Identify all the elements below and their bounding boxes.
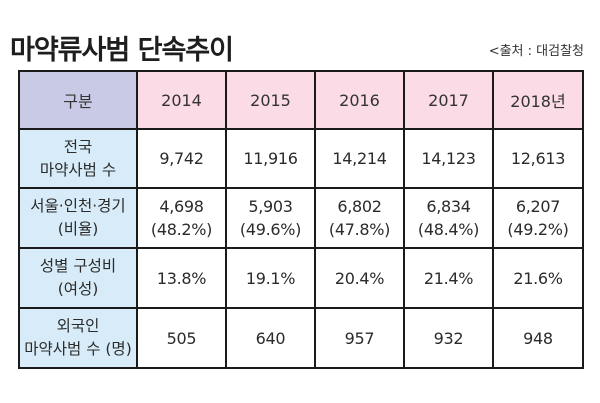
table-cell: 957 xyxy=(314,307,405,369)
cell-ratio: (47.8%) xyxy=(328,220,391,239)
cell-ratio: (49.6%) xyxy=(239,220,302,239)
row-label-line: 서울·인천·경기 xyxy=(30,197,126,215)
cell-value: 948 xyxy=(523,328,553,348)
header-cell-year: 2018년 xyxy=(492,70,584,130)
row-label-line: 마약사범 수 (명) xyxy=(24,340,132,358)
table-cell: 948 xyxy=(492,307,584,369)
row-label-line: (비율) xyxy=(57,220,99,238)
table-cell: 19.1% xyxy=(225,247,316,309)
table-cell: 21.4% xyxy=(403,247,494,309)
cell-value: 12,613 xyxy=(510,149,566,168)
cell-ratio: (48.4%) xyxy=(417,220,480,239)
table-cell: 6,834 (48.4%) xyxy=(403,187,494,249)
cell-value: 11,916 xyxy=(243,149,298,168)
cell-value: 957 xyxy=(344,328,375,348)
cell-value: 21.6% xyxy=(513,268,563,288)
table-cell: 20.4% xyxy=(314,247,405,309)
cell-value: 4,698 xyxy=(159,197,204,216)
cell-ratio: (49.2%) xyxy=(507,220,569,239)
header-cell-year: 2017 xyxy=(403,70,494,130)
cell-ratio: (48.2%) xyxy=(150,220,213,239)
row-label-line: 전국 xyxy=(63,137,93,156)
table-cell: 5,903 (49.6%) xyxy=(225,187,316,249)
table-cell: 14,123 xyxy=(403,128,494,189)
drug-offender-table: 구분 2014 2015 2016 2017 2018년 전국 마약사범 수 9… xyxy=(18,70,584,369)
page-title: 마약류사범 단속추이 xyxy=(10,35,234,66)
table-header-row: 구분 2014 2015 2016 2017 2018년 xyxy=(18,70,584,130)
row-label-line: (여성) xyxy=(57,280,99,298)
cell-value: 14,214 xyxy=(332,149,387,168)
table-cell: 6,802 (47.8%) xyxy=(314,187,405,249)
table-row: 서울·인천·경기 (비율) 4,698 (48.2%) 5,903 (49.6%… xyxy=(18,187,584,249)
row-label: 전국 마약사범 수 xyxy=(18,128,138,189)
cell-value: 932 xyxy=(433,328,464,348)
row-label: 성별 구성비 (여성) xyxy=(18,247,138,309)
table-row: 전국 마약사범 수 9,742 11,916 14,214 14,123 12,… xyxy=(18,128,584,189)
header-cell-year: 2014 xyxy=(136,70,227,130)
cell-value: 13.8% xyxy=(156,268,207,288)
table-cell: 14,214 xyxy=(314,128,405,189)
row-label: 외국인 마약사범 수 (명) xyxy=(18,307,138,369)
header-cell-year: 2015 xyxy=(225,70,316,130)
cell-value: 6,802 xyxy=(337,197,382,216)
header-cell-year: 2016 xyxy=(314,70,405,130)
table-cell: 11,916 xyxy=(225,128,316,189)
cell-value: 20.4% xyxy=(334,268,385,288)
cell-value: 21.4% xyxy=(423,268,474,288)
table-cell: 12,613 xyxy=(492,128,584,189)
header-cell-category: 구분 xyxy=(18,70,138,130)
table-cell: 6,207 (49.2%) xyxy=(492,187,584,249)
table-cell: 505 xyxy=(136,307,227,369)
row-label-line: 외국인 xyxy=(56,317,100,335)
cell-value: 640 xyxy=(255,328,286,348)
row-label: 서울·인천·경기 (비율) xyxy=(18,187,138,249)
row-label-line: 성별 구성비 xyxy=(39,257,117,275)
cell-value: 5,903 xyxy=(248,197,293,216)
table-cell: 932 xyxy=(403,307,494,369)
source-note: <출처 : 대검찰청 xyxy=(488,44,584,59)
cell-value: 6,207 xyxy=(515,197,561,216)
table-cell: 4,698 (48.2%) xyxy=(136,187,227,249)
cell-value: 505 xyxy=(166,328,197,348)
cell-value: 6,834 xyxy=(426,197,471,216)
table-cell: 13.8% xyxy=(136,247,227,309)
row-label-line: 마약사범 수 xyxy=(39,160,117,179)
table-row: 외국인 마약사범 수 (명) 505 640 957 932 948 xyxy=(18,307,584,369)
table-cell: 640 xyxy=(225,307,316,369)
table-row: 성별 구성비 (여성) 13.8% 19.1% 20.4% 21.4% 21.6… xyxy=(18,247,584,309)
cell-value: 14,123 xyxy=(421,149,476,168)
table-cell: 21.6% xyxy=(492,247,584,309)
cell-value: 9,742 xyxy=(159,149,204,168)
table-cell: 9,742 xyxy=(136,128,227,189)
cell-value: 19.1% xyxy=(245,268,296,288)
